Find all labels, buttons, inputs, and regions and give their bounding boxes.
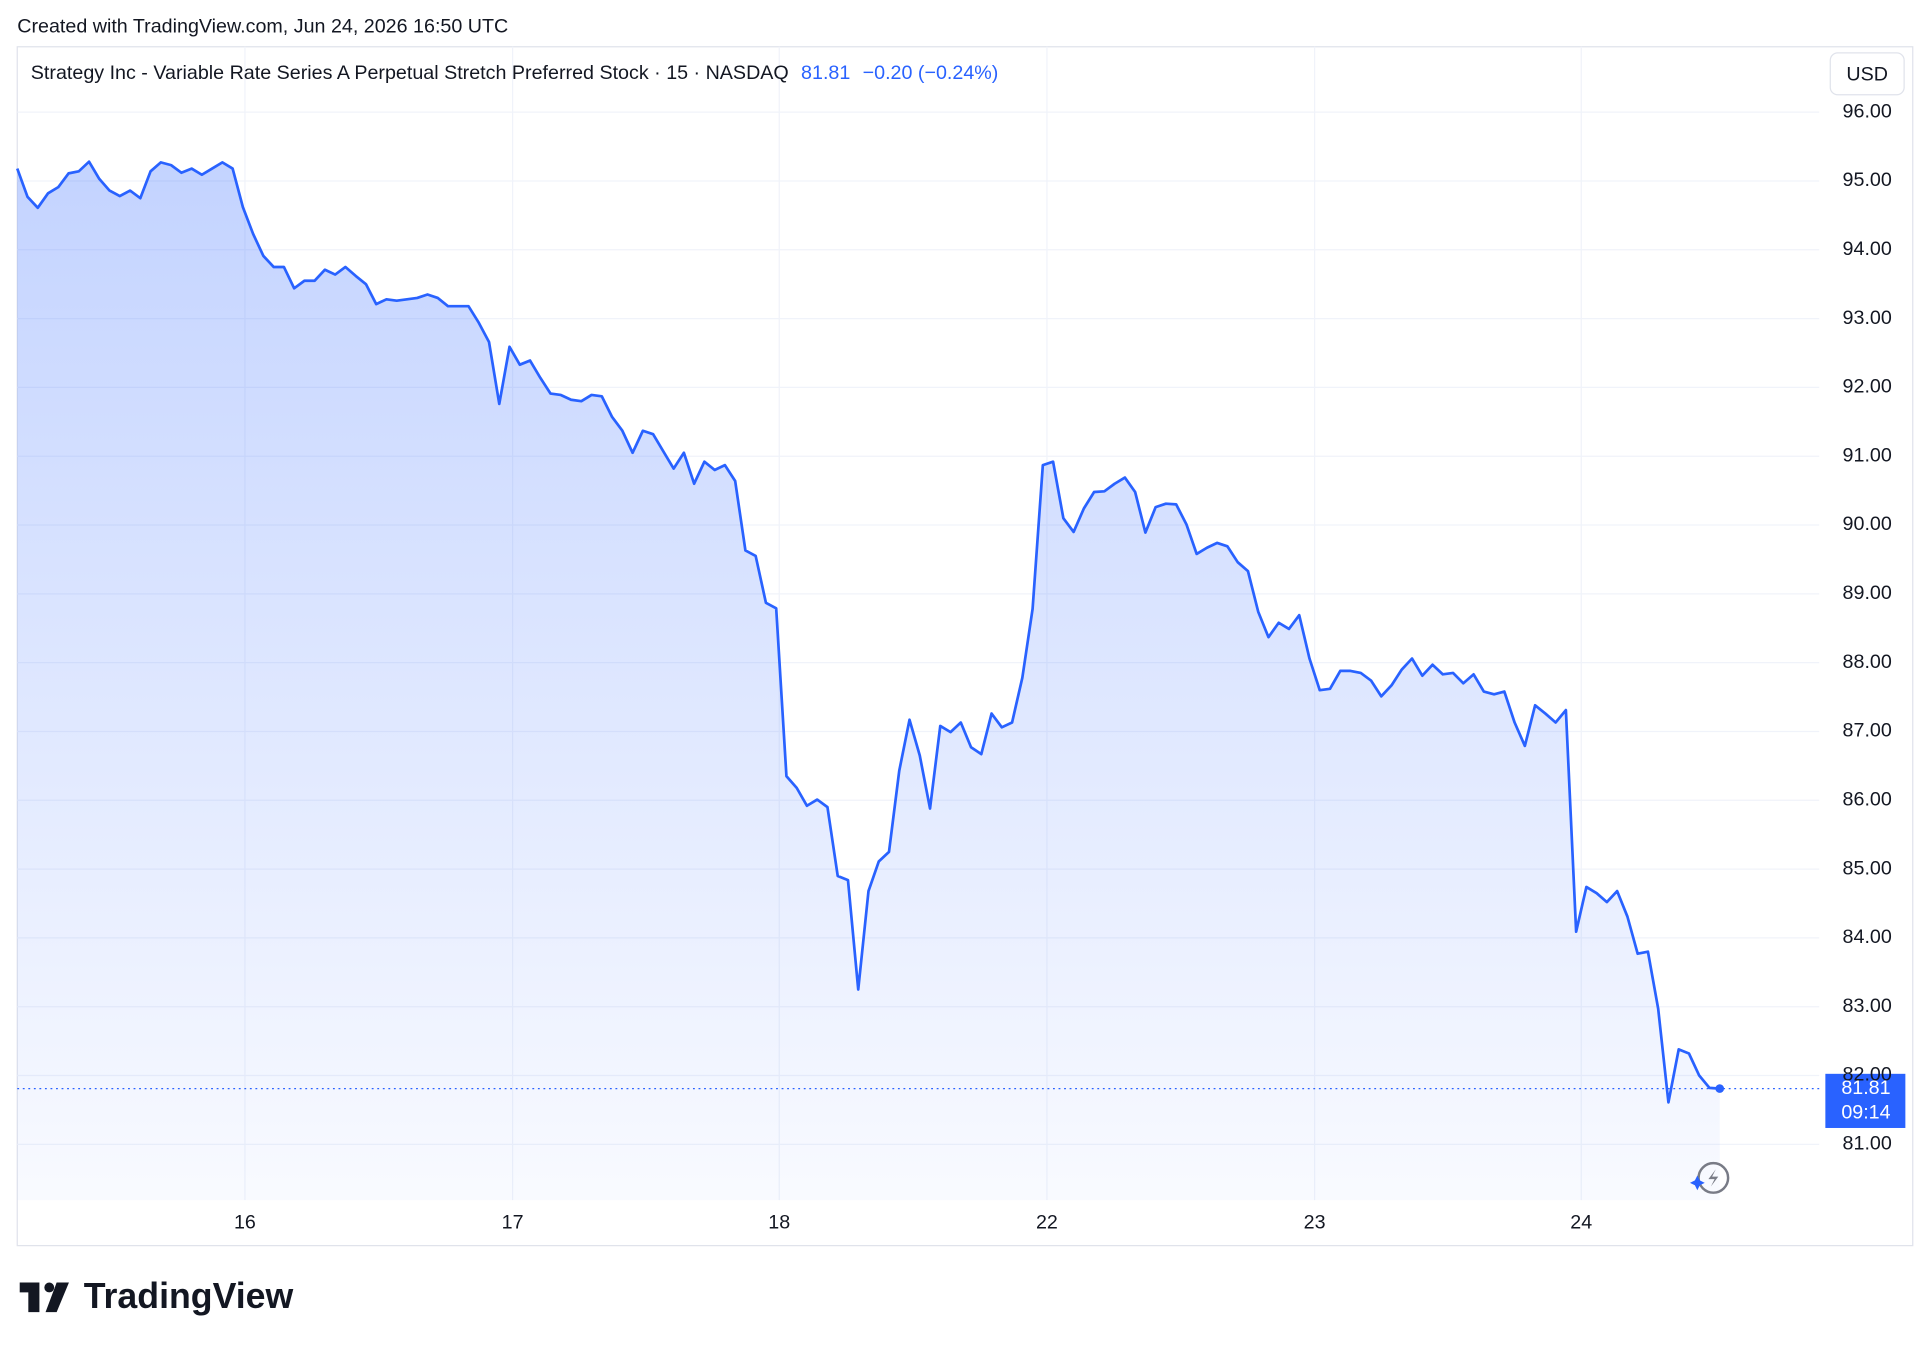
y-tick-label: 87.00 (1843, 720, 1892, 742)
x-tick-label: 16 (234, 1212, 256, 1234)
y-tick-label: 95.00 (1843, 169, 1892, 191)
chart-frame (16, 46, 1914, 1247)
y-tick-label: 96.00 (1843, 100, 1892, 122)
y-tick-label: 93.00 (1843, 307, 1892, 329)
price-line (15, 160, 1720, 1104)
logo-icon (19, 1282, 69, 1313)
snapshot-icon (1689, 1161, 1730, 1194)
y-axis: 81.00 82.00 83.00 84.00 85.00 86.00 87.00 88.00… (1843, 100, 1892, 1154)
currency-button[interactable] (1829, 52, 1905, 96)
chart-title: Strategy Inc - Variable Rate Series A Pe… (31, 62, 789, 84)
y-tick-label: 91.00 (1843, 444, 1892, 466)
last-point (1715, 1084, 1725, 1093)
logo-text: TradingView (84, 1276, 294, 1316)
header-change: −0.20 (−0.24%) (863, 62, 999, 84)
countdown-label: 09:14 (1841, 1101, 1890, 1123)
last-price-label: 81.81 (1841, 1077, 1890, 1099)
y-tick-label: 88.00 (1843, 651, 1892, 673)
y-tick-label: 84.00 (1843, 926, 1892, 948)
y-tick-label: 82.00 (1843, 1064, 1892, 1086)
y-tick-label: 90.00 (1843, 513, 1892, 535)
x-tick-label: 24 (1570, 1212, 1592, 1234)
currency-label[interactable]: USD (1846, 63, 1888, 85)
area-fill (17, 161, 1720, 1201)
x-tick-label: 23 (1304, 1212, 1326, 1234)
x-axis: 16 17 18 22 23 24 (234, 1212, 1592, 1234)
y-tick-label: 92.00 (1843, 376, 1892, 398)
header-price: 81.81 (801, 62, 850, 84)
created-note: Created with TradingView.com, Jun 24, 20… (17, 15, 508, 37)
x-tick-label: 22 (1036, 1212, 1058, 1234)
y-tick-label: 89.00 (1843, 582, 1892, 604)
x-tick-label: 18 (768, 1212, 790, 1234)
y-tick-label: 86.00 (1843, 788, 1892, 810)
x-tick-label: 17 (502, 1212, 524, 1234)
y-tick-label: 94.00 (1843, 238, 1892, 260)
last-price-box (1825, 1073, 1906, 1128)
y-tick-label: 83.00 (1843, 995, 1892, 1017)
y-tick-label: 85.00 (1843, 857, 1892, 879)
y-tick-label: 81.00 (1843, 1133, 1892, 1155)
